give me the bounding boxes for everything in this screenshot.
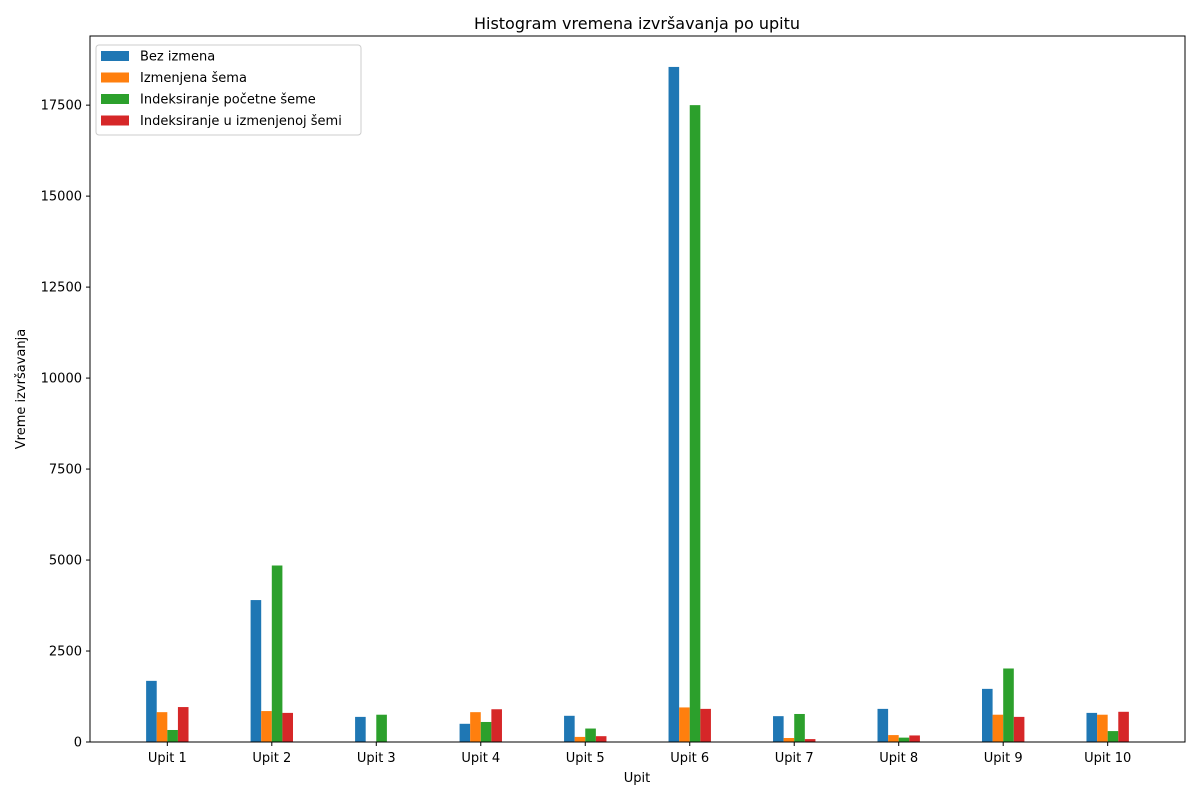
y-tick-label: 0 (74, 736, 82, 751)
bar-4-10 (1118, 711, 1129, 742)
bar-3-5 (585, 728, 596, 742)
x-tick-label: Upit 8 (879, 751, 918, 766)
plot-frame (89, 35, 1186, 743)
y-axis: 0 2500 5000 7500 10000 12500 15000 17500 (41, 99, 90, 751)
bar-1-2 (250, 600, 262, 742)
x-tick-label: Upit 10 (1084, 751, 1131, 766)
bar-2-8 (888, 735, 899, 742)
x-axis-label: Upit (624, 771, 650, 786)
y-tick-label: 17500 (41, 99, 82, 114)
bar-2-5 (574, 736, 586, 742)
y-tick-label: 12500 (41, 281, 82, 296)
bar-3-9 (1003, 668, 1014, 742)
bar-3-4 (480, 721, 492, 742)
bar-2-10 (1097, 714, 1108, 742)
y-tick-label: 7500 (49, 463, 82, 478)
legend-swatch (101, 115, 129, 126)
legend-label: Izmenjena šema (140, 71, 247, 86)
bar-2-2 (261, 711, 272, 742)
bar-1-4 (459, 723, 471, 742)
legend-swatch (101, 72, 129, 83)
legend-label: Indeksiranje početne šeme (140, 93, 316, 108)
bar-1-9 (982, 688, 993, 742)
bar-3-2 (271, 565, 283, 742)
bar-4-7 (804, 739, 816, 742)
bar-3-1 (167, 729, 178, 742)
y-tick-label: 15000 (41, 190, 82, 205)
bar-3-3 (376, 714, 387, 742)
bar-2-9 (992, 714, 1004, 742)
bar-4-4 (491, 709, 502, 742)
bar-4-8 (909, 735, 920, 742)
x-tick-label: Upit 6 (670, 751, 709, 766)
x-tick-label: Upit 2 (252, 751, 291, 766)
bar-4-6 (700, 708, 711, 742)
legend-label: Bez izmena (140, 50, 215, 65)
y-axis-label: Vreme izvršavanja (14, 329, 29, 449)
x-tick-label: Upit 5 (566, 751, 605, 766)
bar-4-9 (1013, 716, 1025, 742)
bar-2-6 (679, 707, 690, 742)
bar-1-5 (564, 715, 575, 742)
bar-1-10 (1086, 712, 1098, 742)
chart-title: Histogram vremena izvršavanja po upitu (474, 14, 800, 33)
bar-4-1 (177, 707, 189, 742)
legend-frame (95, 44, 362, 136)
bar-3-10 (1107, 731, 1119, 742)
y-tick-label: 10000 (41, 372, 82, 387)
legend-label: Indeksiranje u izmenjenoj šemi (140, 114, 342, 129)
bar-3-8 (898, 737, 910, 742)
bar-1-3 (355, 716, 366, 742)
bar-2-4 (470, 712, 481, 742)
x-tick-label: Upit 3 (357, 751, 396, 766)
legend: Bez izmena Izmenjena šema Indeksiranje poč… (95, 44, 362, 136)
x-axis: Upit 1 Upit 2 Upit 3 Upit 4 Upit 5 Upit 6 Upit… (148, 742, 1131, 766)
bar-3-6 (689, 105, 701, 742)
bar-1-8 (877, 708, 889, 742)
bar-1-7 (773, 716, 784, 742)
y-tick-label: 5000 (49, 554, 82, 569)
bar-3-7 (794, 713, 805, 742)
bars-group (146, 66, 1129, 743)
y-tick-label: 2500 (49, 645, 82, 660)
legend-swatch (101, 94, 129, 104)
x-tick-label: Upit 7 (775, 751, 814, 766)
bar-4-5 (595, 736, 607, 742)
bar-4-2 (282, 712, 293, 742)
bar-2-7 (783, 738, 795, 742)
x-tick-label: Upit 4 (461, 751, 500, 766)
x-tick-label: Upit 1 (148, 751, 187, 766)
bar-1-1 (146, 680, 157, 742)
x-tick-label: Upit 9 (984, 751, 1023, 766)
bar-1-6 (668, 66, 680, 743)
legend-swatch (101, 51, 129, 61)
bar-2-1 (156, 712, 168, 742)
